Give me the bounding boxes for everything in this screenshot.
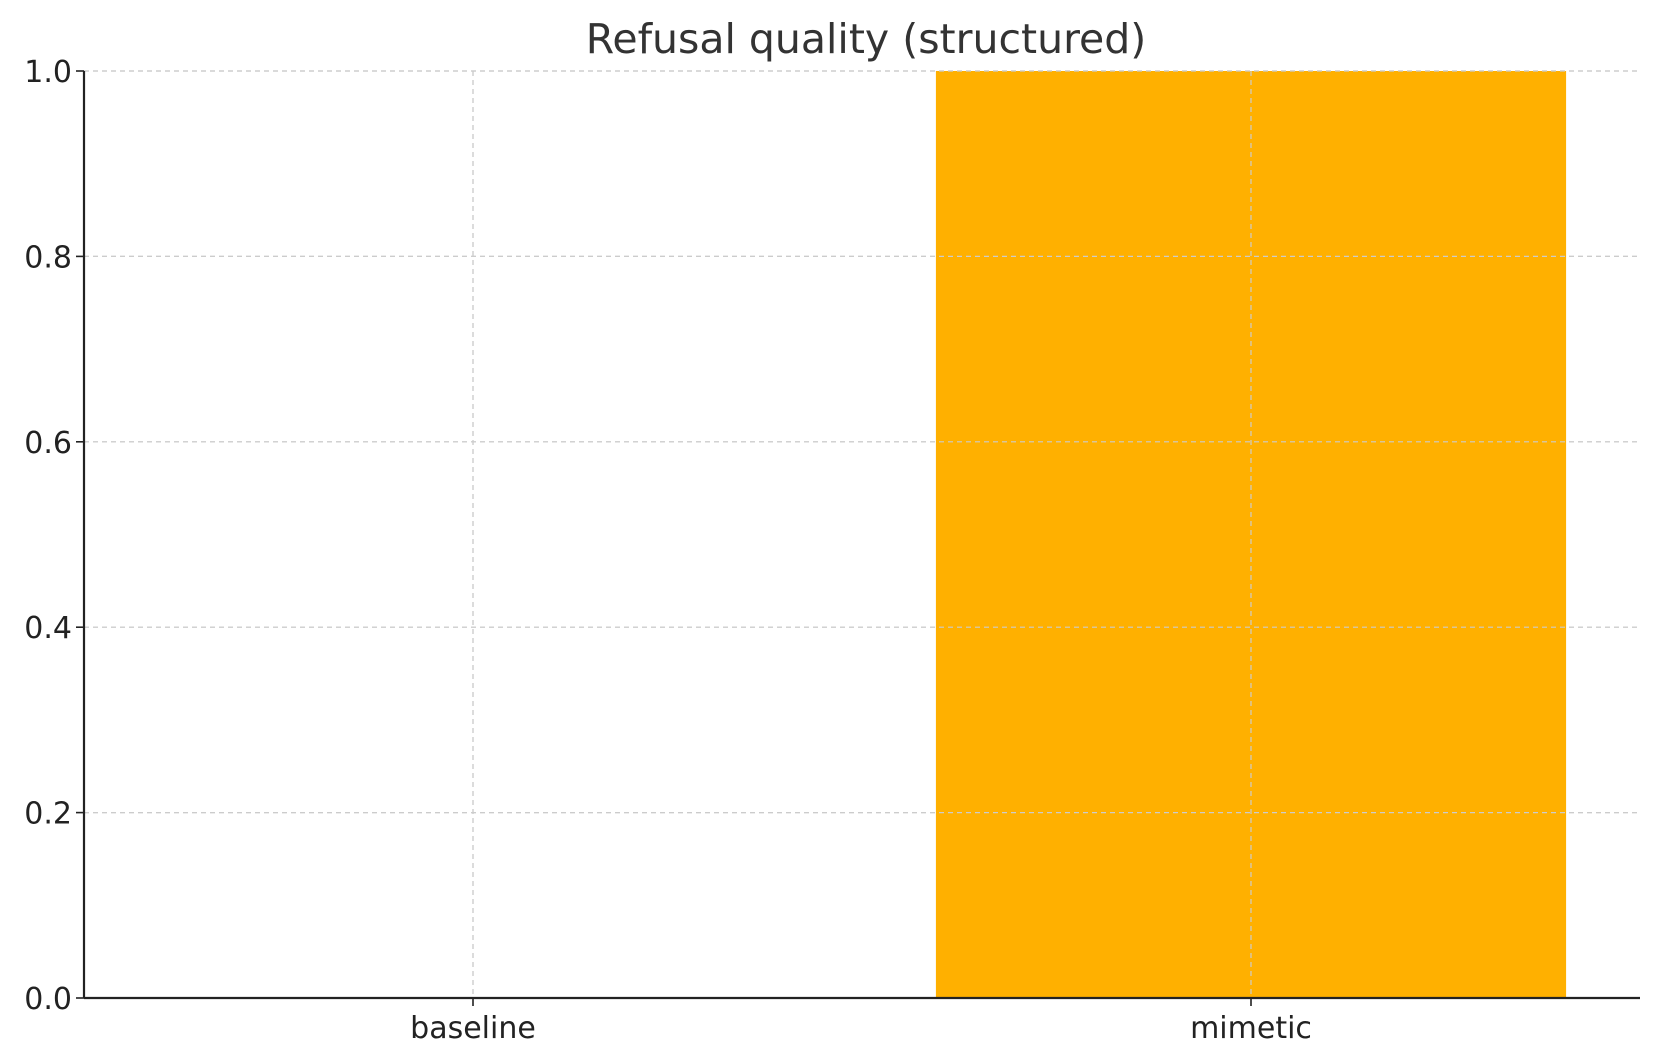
bar-layer [84, 70, 1640, 999]
x-tick-label: baseline [410, 1011, 536, 1046]
y-tick-label: 0.0 [24, 982, 72, 1017]
axis-layer: 0.0 0.2 0.4 0.6 0.8 1.0 baseline mimetic [24, 55, 1640, 1046]
y-tick-label: 0.4 [24, 611, 72, 646]
y-tick-label: 0.8 [24, 240, 72, 275]
y-tick-label: 1.0 [24, 55, 72, 90]
x-tick-label: mimetic [1190, 1011, 1312, 1046]
y-tick-label: 0.2 [24, 797, 72, 832]
y-tick-label: 0.6 [24, 426, 72, 461]
chart-title: Refusal quality (structured) [586, 15, 1147, 63]
